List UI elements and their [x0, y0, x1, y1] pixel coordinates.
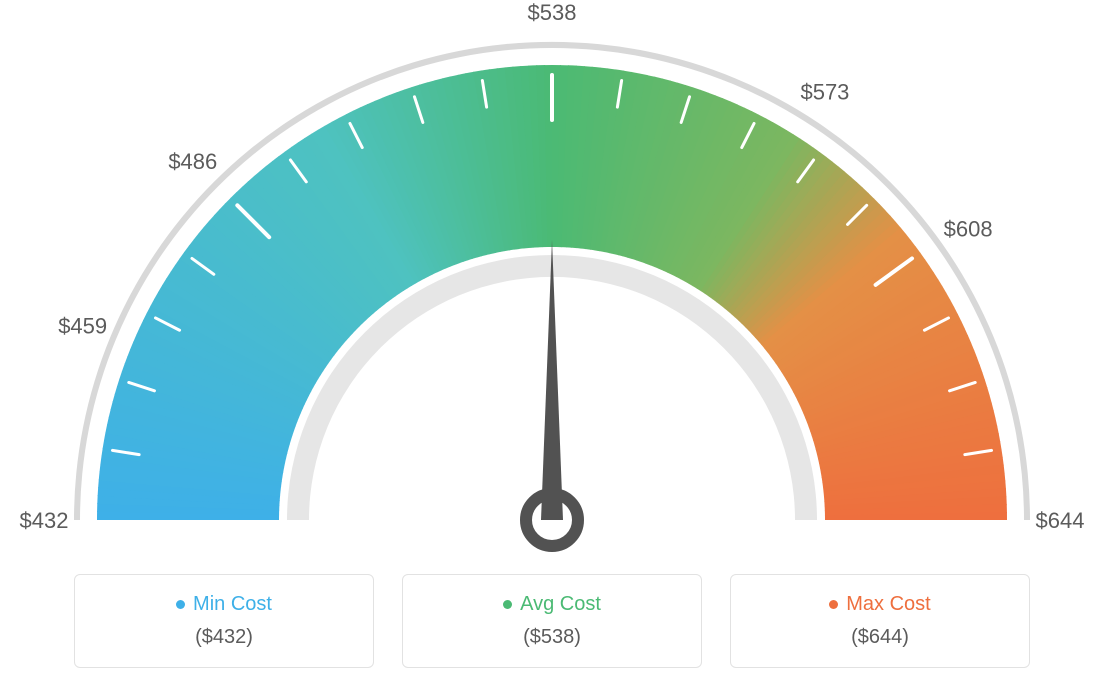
svg-text:$644: $644	[1036, 508, 1085, 533]
legend-label: Max Cost	[846, 593, 930, 615]
legend-label: Avg Cost	[520, 593, 601, 615]
legend-label: Min Cost	[193, 593, 272, 615]
dot-icon	[176, 600, 185, 609]
dot-icon	[503, 600, 512, 609]
legend-title-avg: Avg Cost	[403, 593, 701, 616]
dot-icon	[829, 600, 838, 609]
gauge-chart: $432 $459 $486 $538 $573 $608 $644	[0, 0, 1104, 560]
legend-title-max: Max Cost	[731, 593, 1029, 616]
svg-text:$486: $486	[168, 149, 217, 174]
legend-value-avg: ($538)	[403, 626, 701, 649]
legend-card-max: Max Cost ($644)	[730, 574, 1030, 668]
svg-text:$608: $608	[944, 217, 993, 242]
legend-value-min: ($432)	[75, 626, 373, 649]
svg-text:$573: $573	[800, 80, 849, 105]
legend-row: Min Cost ($432) Avg Cost ($538) Max Cost…	[0, 574, 1104, 668]
svg-text:$432: $432	[20, 508, 69, 533]
legend-card-avg: Avg Cost ($538)	[402, 574, 702, 668]
svg-text:$538: $538	[528, 0, 577, 25]
legend-title-min: Min Cost	[75, 593, 373, 616]
legend-value-max: ($644)	[731, 626, 1029, 649]
svg-text:$459: $459	[58, 314, 107, 339]
legend-card-min: Min Cost ($432)	[74, 574, 374, 668]
gauge-svg: $432 $459 $486 $538 $573 $608 $644	[0, 0, 1104, 560]
